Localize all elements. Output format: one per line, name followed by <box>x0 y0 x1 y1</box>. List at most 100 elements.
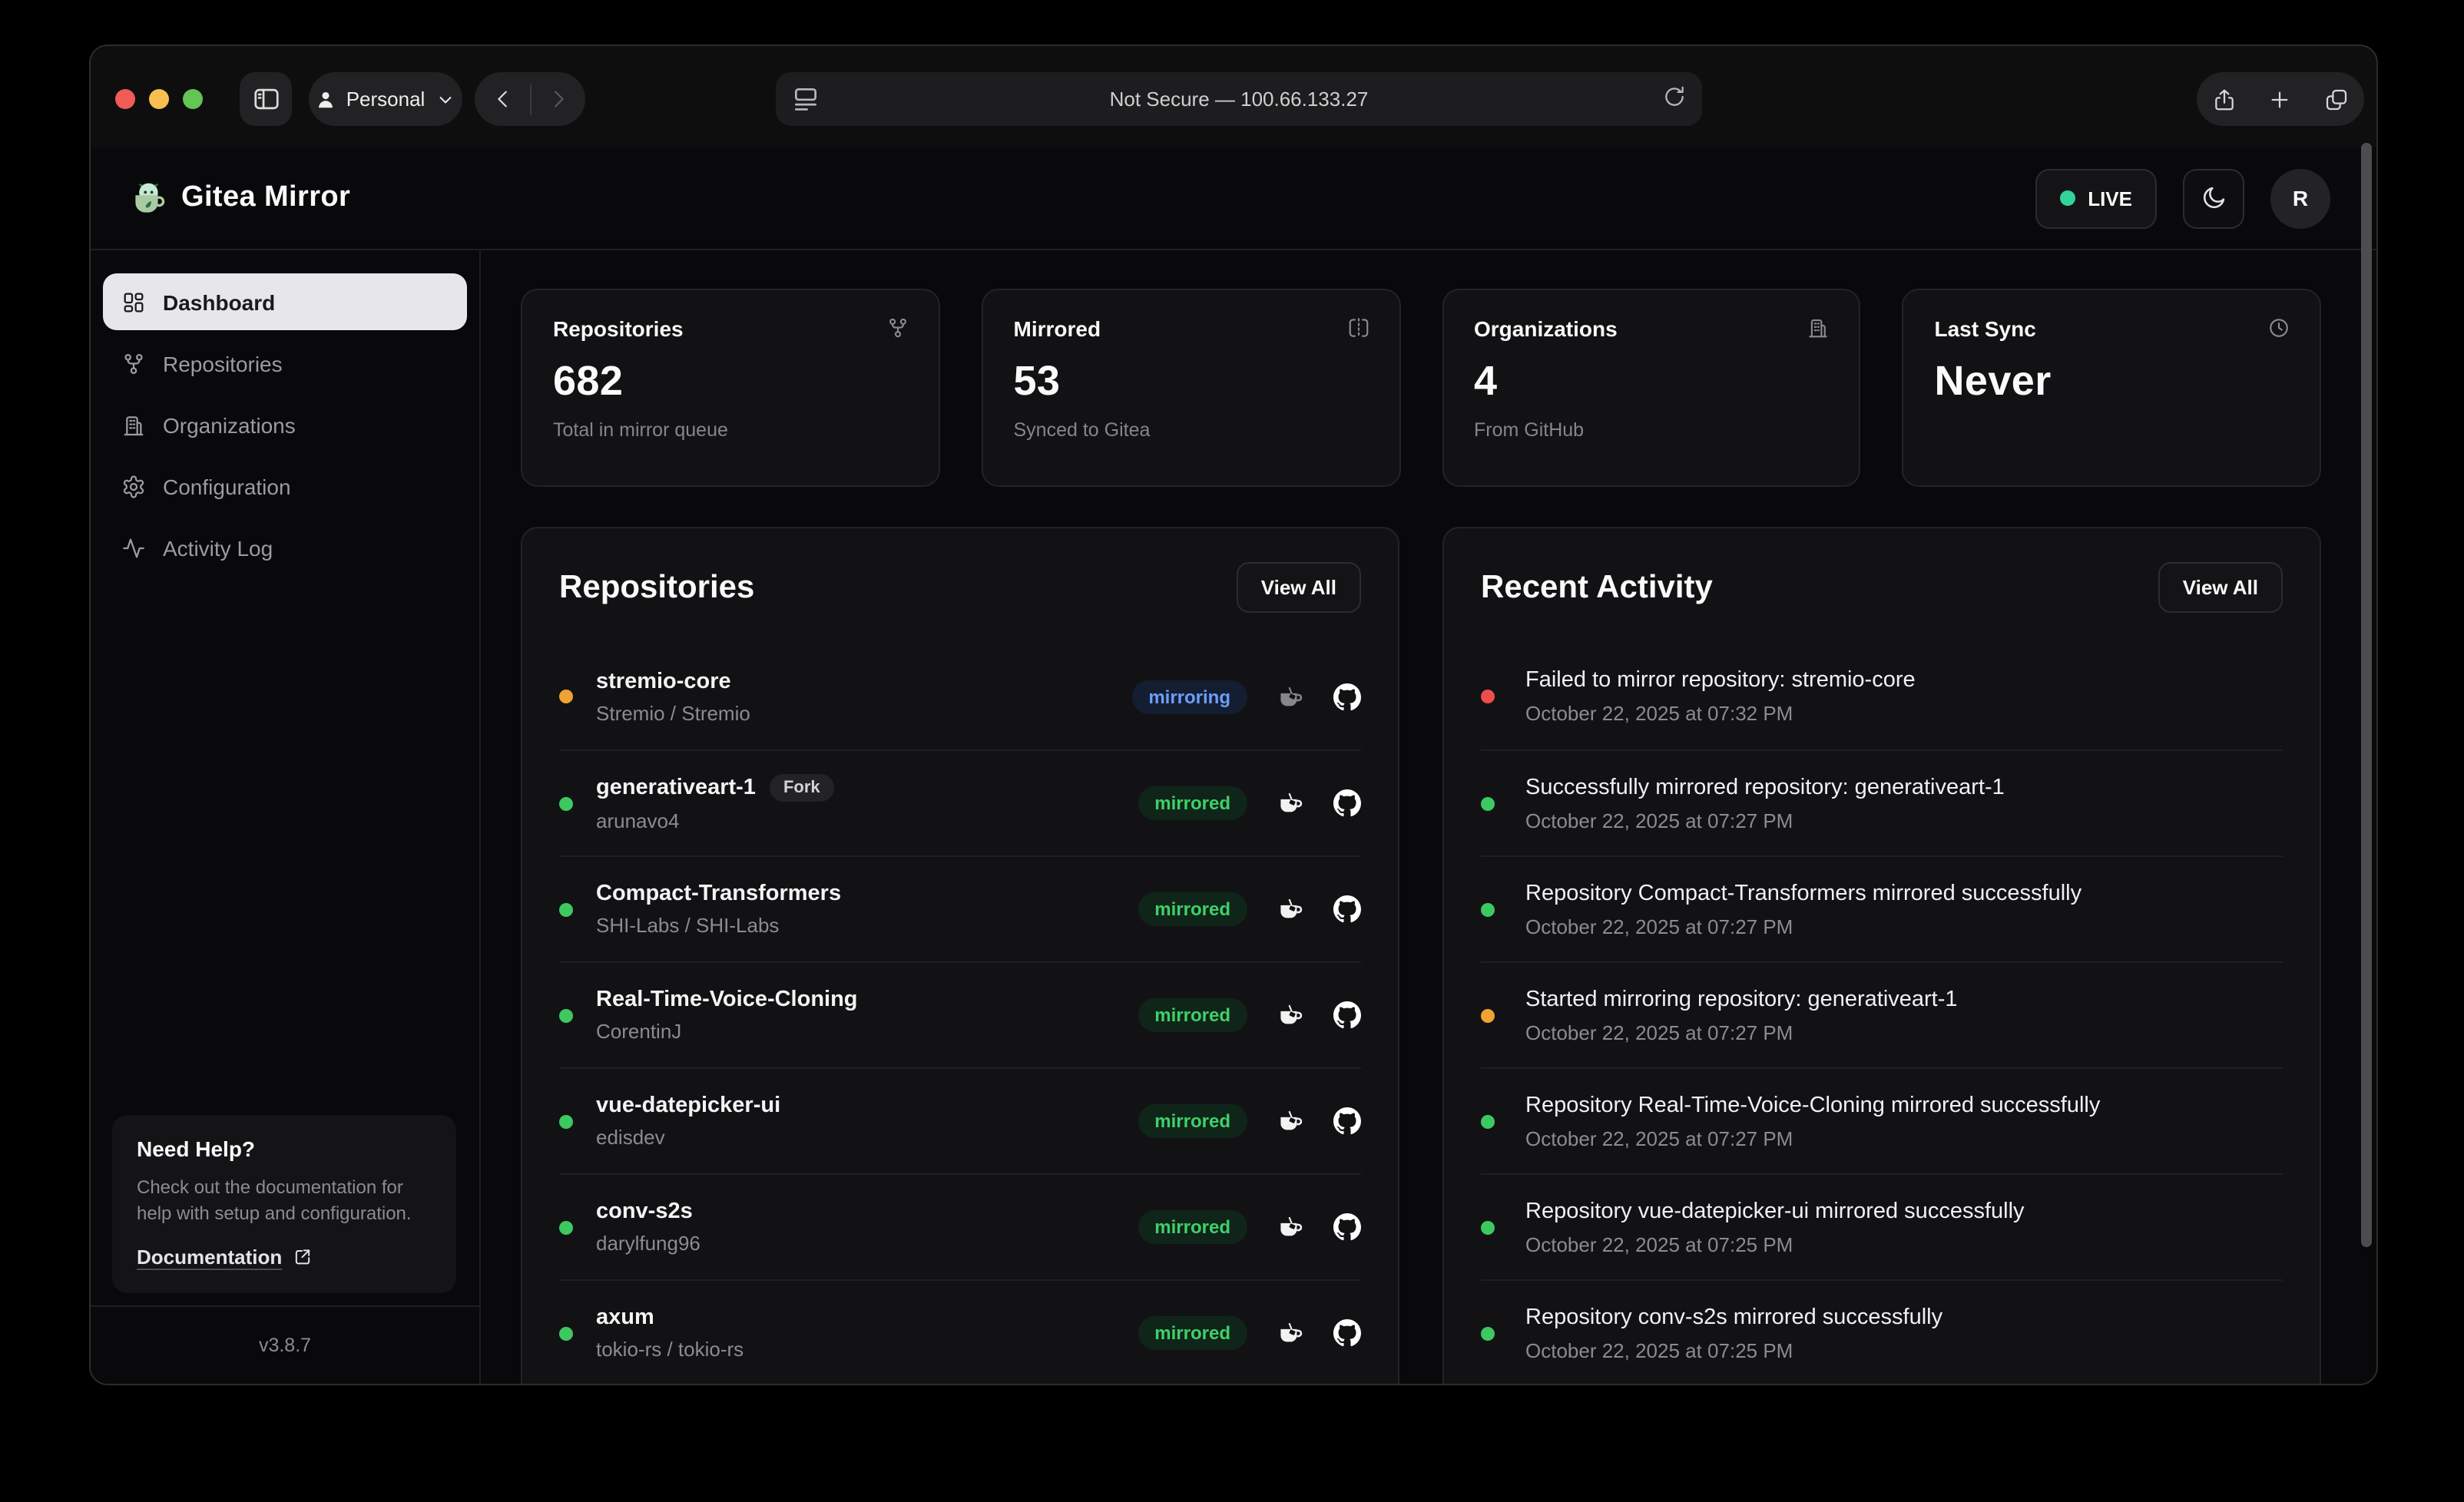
settings-icon <box>121 474 146 498</box>
github-icon <box>1333 1319 1361 1347</box>
repo-name: Real-Time-Voice-Cloning <box>596 988 858 1012</box>
profile-label: Personal <box>346 88 426 111</box>
zoom-window-button[interactable] <box>183 89 203 109</box>
status-dot <box>1481 1114 1495 1128</box>
reader-icon[interactable] <box>791 84 820 114</box>
activity-timestamp: October 22, 2025 at 07:25 PM <box>1525 1232 1793 1256</box>
page: Gitea Mirror LIVE R <box>91 147 2376 1384</box>
sidebar-item-dashboard[interactable]: Dashboard <box>103 273 467 330</box>
repositories-view-all-button[interactable]: View All <box>1236 562 1361 613</box>
stats-row: Repositories 682 Total in mirror queue M… <box>521 289 2321 487</box>
repo-row[interactable]: generativeart-1 Fork arunavo4 mirrored <box>559 749 1361 855</box>
repo-owner: CorentinJ <box>596 1020 682 1043</box>
activity-panel: Recent Activity View All Failed to mirro… <box>1442 527 2321 1384</box>
nav-divider <box>529 84 531 114</box>
sidebar-item-configuration[interactable]: Configuration <box>103 458 467 514</box>
new-tab-button[interactable] <box>2253 87 2309 111</box>
main-content: Repositories 682 Total in mirror queue M… <box>481 250 2376 1384</box>
repository-list: stremio-core Stremio / Stremio mirroring… <box>559 643 1361 1384</box>
profile-menu-button[interactable]: Personal <box>309 72 462 126</box>
stat-label: Last Sync <box>1934 316 2036 341</box>
activity-timestamp: October 22, 2025 at 07:27 PM <box>1525 1021 1793 1044</box>
building-icon <box>1807 316 1830 339</box>
history-nav <box>475 72 585 126</box>
repo-name: generativeart-1 <box>596 776 756 800</box>
activity-view-all-button[interactable]: View All <box>2158 562 2283 613</box>
activity-row[interactable]: Repository Real-Time-Voice-Cloning mirro… <box>1481 1067 2283 1173</box>
stat-label: Organizations <box>1474 316 1618 341</box>
repo-row[interactable]: vue-datepicker-ui edisdev mirrored <box>559 1067 1361 1173</box>
close-window-button[interactable] <box>115 89 135 109</box>
stat-label: Mirrored <box>1013 316 1101 341</box>
status-badge: mirroring <box>1131 680 1247 713</box>
moon-icon <box>2200 184 2227 212</box>
stat-card-organizations: Organizations 4 From GitHub <box>1442 289 1861 487</box>
sidebar-item-organizations[interactable]: Organizations <box>103 396 467 453</box>
sidebar-item-label: Activity Log <box>163 535 273 560</box>
back-button[interactable] <box>475 88 529 111</box>
activity-row[interactable]: Repository Compact-Transformers mirrored… <box>1481 855 2283 961</box>
theme-toggle-button[interactable] <box>2183 168 2244 228</box>
address-text: Not Secure — 100.66.133.27 <box>1109 88 1369 111</box>
status-dot <box>559 1114 573 1128</box>
activity-timestamp: October 22, 2025 at 07:27 PM <box>1525 915 1793 938</box>
status-dot <box>559 1326 573 1340</box>
activity-timestamp: October 22, 2025 at 07:27 PM <box>1525 1126 1793 1150</box>
activity-panel-title: Recent Activity <box>1481 569 1713 604</box>
minimize-window-button[interactable] <box>149 89 169 109</box>
activity-list: Failed to mirror repository: stremio-cor… <box>1481 643 2283 1384</box>
activity-row[interactable]: Started mirroring repository: generative… <box>1481 961 2283 1067</box>
gitea-logo-icon <box>131 180 167 217</box>
repo-row[interactable]: Compact-Transformers SHI-Labs / SHI-Labs… <box>559 855 1361 961</box>
app-title: Gitea Mirror <box>181 181 351 213</box>
gitea-cup-icon <box>1277 683 1304 710</box>
status-dot <box>1481 690 1495 703</box>
repositories-panel-title: Repositories <box>559 569 755 604</box>
status-dot <box>1481 796 1495 810</box>
share-icon <box>2212 87 2237 111</box>
repo-row[interactable]: conv-s2s darylfung96 mirrored <box>559 1173 1361 1279</box>
sidebar-item-activity-log[interactable]: Activity Log <box>103 519 467 576</box>
documentation-link[interactable]: Documentation <box>137 1246 432 1269</box>
plus-icon <box>2268 87 2293 111</box>
tab-overview-button[interactable] <box>2308 87 2364 111</box>
stat-value: 53 <box>1013 358 1061 404</box>
sidebar-item-label: Configuration <box>163 474 291 498</box>
repo-owner: SHI-Labs / SHI-Labs <box>596 914 780 937</box>
avatar[interactable]: R <box>2270 168 2330 228</box>
activity-row[interactable]: Successfully mirrored repository: genera… <box>1481 749 2283 855</box>
page-scrollbar[interactable] <box>2361 143 2372 1247</box>
sidebar-item-label: Organizations <box>163 412 296 437</box>
github-icon <box>1333 1213 1361 1241</box>
activity-row[interactable]: Repository conv-s2s mirrored successfull… <box>1481 1279 2283 1384</box>
activity-row[interactable]: Repository vue-datepicker-ui mirrored su… <box>1481 1173 2283 1279</box>
repo-owner: darylfung96 <box>596 1232 700 1255</box>
reload-icon[interactable] <box>1662 84 1687 109</box>
repo-row[interactable]: stremio-core Stremio / Stremio mirroring <box>559 643 1361 749</box>
repo-row[interactable]: Real-Time-Voice-Cloning CorentinJ mirror… <box>559 961 1361 1067</box>
repo-row[interactable]: axum tokio-rs / tokio-rs mirrored <box>559 1279 1361 1384</box>
gitea-cup-icon <box>1277 1001 1304 1029</box>
status-dot <box>1481 1220 1495 1234</box>
forward-button[interactable] <box>531 88 585 111</box>
sidebar-toggle-button[interactable] <box>240 72 292 126</box>
stat-sub: Synced to Gitea <box>1013 419 1151 441</box>
repositories-panel: Repositories View All stremio-core Strem… <box>521 527 1399 1384</box>
stat-sub: From GitHub <box>1474 419 1585 441</box>
brand[interactable]: Gitea Mirror <box>131 180 350 217</box>
share-button[interactable] <box>2197 87 2253 111</box>
live-status-button[interactable]: LIVE <box>2035 168 2157 228</box>
gitea-cup-icon <box>1277 1319 1304 1347</box>
repo-owner: edisdev <box>596 1126 665 1149</box>
status-dot <box>559 1008 573 1022</box>
version-text: v3.8.7 <box>258 1335 312 1356</box>
activity-row[interactable]: Failed to mirror repository: stremio-cor… <box>1481 643 2283 749</box>
sidebar-item-repositories[interactable]: Repositories <box>103 335 467 392</box>
stat-sub: Total in mirror queue <box>553 419 728 441</box>
activity-title: Repository conv-s2s mirrored successfull… <box>1525 1305 1943 1329</box>
page-header: Gitea Mirror LIVE R <box>91 147 2376 250</box>
gitea-cup-icon <box>1277 1213 1304 1241</box>
address-bar[interactable]: Not Secure — 100.66.133.27 <box>776 72 1702 126</box>
sidebar: Dashboard Repositories Organizations Con… <box>91 250 481 1384</box>
help-card: Need Help? Check out the documentation f… <box>112 1115 456 1293</box>
